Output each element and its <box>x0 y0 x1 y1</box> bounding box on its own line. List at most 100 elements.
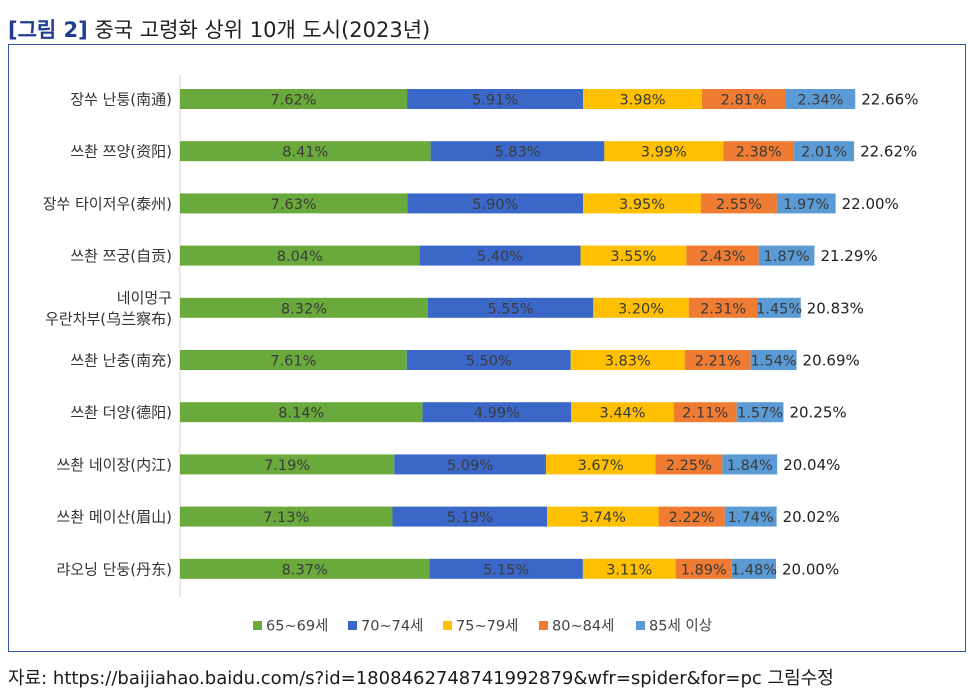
data-label: 2.25% <box>666 458 712 474</box>
bar-segment-75-79세 <box>583 89 702 109</box>
figure-tag: [그림 2] <box>8 18 88 42</box>
figure-title-text: 중국 고령화 상위 10개 도시(2023년) <box>94 18 431 42</box>
bar-segment-65-69세 <box>180 454 395 475</box>
bar-segment-65-69세 <box>180 193 408 214</box>
data-label: 5.91% <box>472 93 518 109</box>
bar-segment-80-84세 <box>723 141 795 162</box>
data-label: 2.55% <box>716 197 762 213</box>
data-label: 2.21% <box>695 354 741 370</box>
legend-label: 80~84세 <box>552 618 614 635</box>
bar-segment-80-84세 <box>686 245 759 266</box>
data-label: 5.19% <box>447 510 493 526</box>
category-label: 장쑤 난퉁(南通) <box>70 91 172 109</box>
bar-segment-80-84세 <box>655 454 723 475</box>
bar-segment-70-74세 <box>429 558 583 579</box>
source-note: 자료: https://baijiahao.baidu.com/s?id=180… <box>8 668 834 689</box>
data-label: 5.55% <box>488 301 534 317</box>
bar-segment-85세-이상 <box>785 89 856 109</box>
bar-segment-85세-이상 <box>776 193 836 214</box>
bar-segment-80-84세 <box>701 89 786 109</box>
category-label: 쓰촨 난충(南充) <box>70 352 172 370</box>
bar-segment-70-74세 <box>392 506 548 527</box>
data-label: 7.13% <box>263 510 309 526</box>
category-label: 쓰촨 네이장(内江) <box>57 456 172 474</box>
total-label: 20.02% <box>783 508 840 526</box>
data-label: 5.15% <box>483 562 529 578</box>
bar-segment-80-84세 <box>684 350 751 370</box>
legend-label: 65~69세 <box>266 618 328 635</box>
data-label: 3.20% <box>618 301 664 317</box>
bar-segment-85세-이상 <box>794 141 855 162</box>
total-label: 22.00% <box>842 195 899 213</box>
bar-segment-75-79세 <box>593 297 689 318</box>
category-label: 쓰촨 더양(德阳) <box>70 404 172 422</box>
bar-segment-70-74세 <box>407 89 584 109</box>
legend-label: 75~79세 <box>456 618 518 635</box>
bar-segment-75-79세 <box>545 454 656 475</box>
data-label: 1.97% <box>783 197 829 213</box>
bar-segment-70-74세 <box>407 193 584 214</box>
chart-frame: 장쑤 난퉁(南通) 7.62% 5.91% 3.98% 2.81% 2.34% 22.66%… <box>8 44 966 652</box>
legend-swatch <box>348 621 357 630</box>
legend-swatch <box>539 621 548 630</box>
data-label: 5.50% <box>466 354 512 370</box>
legend-swatch <box>253 621 262 630</box>
data-label: 8.32% <box>281 301 327 317</box>
bar-segment-80-84세 <box>673 402 737 423</box>
data-label: 2.22% <box>669 510 715 526</box>
bar-segment-65-69세 <box>180 89 408 109</box>
bar-segment-85세-이상 <box>750 350 797 370</box>
data-label: 8.37% <box>282 562 328 578</box>
data-label: 2.43% <box>699 249 745 265</box>
bar-segment-75-79세 <box>604 141 724 162</box>
data-label: 8.14% <box>278 406 324 422</box>
bar-segment-65-69세 <box>180 141 431 162</box>
category-label: 장쑤 타이저우(泰州) <box>43 195 172 213</box>
bar-segment-65-69세 <box>180 506 393 527</box>
bar-segment-65-69세 <box>180 558 430 579</box>
total-label: 20.04% <box>783 456 840 474</box>
bar-segment-65-69세 <box>180 402 423 423</box>
legend-label: 70~74세 <box>361 618 423 635</box>
data-label: 3.74% <box>580 510 626 526</box>
data-label: 2.34% <box>797 93 843 109</box>
data-label: 5.90% <box>472 197 518 213</box>
data-label: 1.48% <box>731 562 777 578</box>
bar-segment-75-79세 <box>547 506 659 527</box>
legend-label: 85세 이상 <box>649 618 712 635</box>
data-label: 1.57% <box>737 406 783 422</box>
data-label: 7.62% <box>270 93 316 109</box>
total-label: 21.29% <box>820 247 877 265</box>
data-label: 1.89% <box>681 562 727 578</box>
bar-segment-75-79세 <box>583 193 701 214</box>
data-label: 8.41% <box>282 145 328 161</box>
total-label: 20.00% <box>782 560 839 578</box>
bar-segment-85세-이상 <box>758 245 815 266</box>
bar-segment-75-79세 <box>580 245 687 266</box>
bar-segment-70-74세 <box>419 245 581 266</box>
bar-segment-85세-이상 <box>731 558 776 579</box>
data-label: 8.04% <box>277 249 323 265</box>
legend-swatch <box>443 621 452 630</box>
bar-segment-75-79세 <box>570 350 685 370</box>
total-label: 20.83% <box>807 299 864 317</box>
bar-segment-85세-이상 <box>757 297 801 318</box>
data-label: 2.31% <box>700 301 746 317</box>
category-label: 우란차부(乌兰察布) <box>45 310 172 328</box>
data-label: 2.81% <box>721 93 767 109</box>
bar-segment-70-74세 <box>406 350 571 370</box>
stacked-bar-chart: 장쑤 난퉁(南通) 7.62% 5.91% 3.98% 2.81% 2.34% 22.66%… <box>43 75 918 635</box>
data-label: 3.83% <box>605 354 651 370</box>
total-label: 20.69% <box>803 352 860 370</box>
data-label: 5.83% <box>494 145 540 161</box>
bar-segment-70-74세 <box>427 297 594 318</box>
bar-segment-70-74세 <box>422 402 572 423</box>
bar-segment-80-84세 <box>675 558 732 579</box>
data-label: 7.63% <box>271 197 317 213</box>
data-label: 1.45% <box>756 301 802 317</box>
category-label: 랴오닝 단둥(丹东) <box>57 560 172 578</box>
bar-segment-65-69세 <box>180 245 420 266</box>
data-label: 2.38% <box>736 145 782 161</box>
data-label: 1.84% <box>727 458 773 474</box>
total-label: 22.62% <box>860 143 917 161</box>
